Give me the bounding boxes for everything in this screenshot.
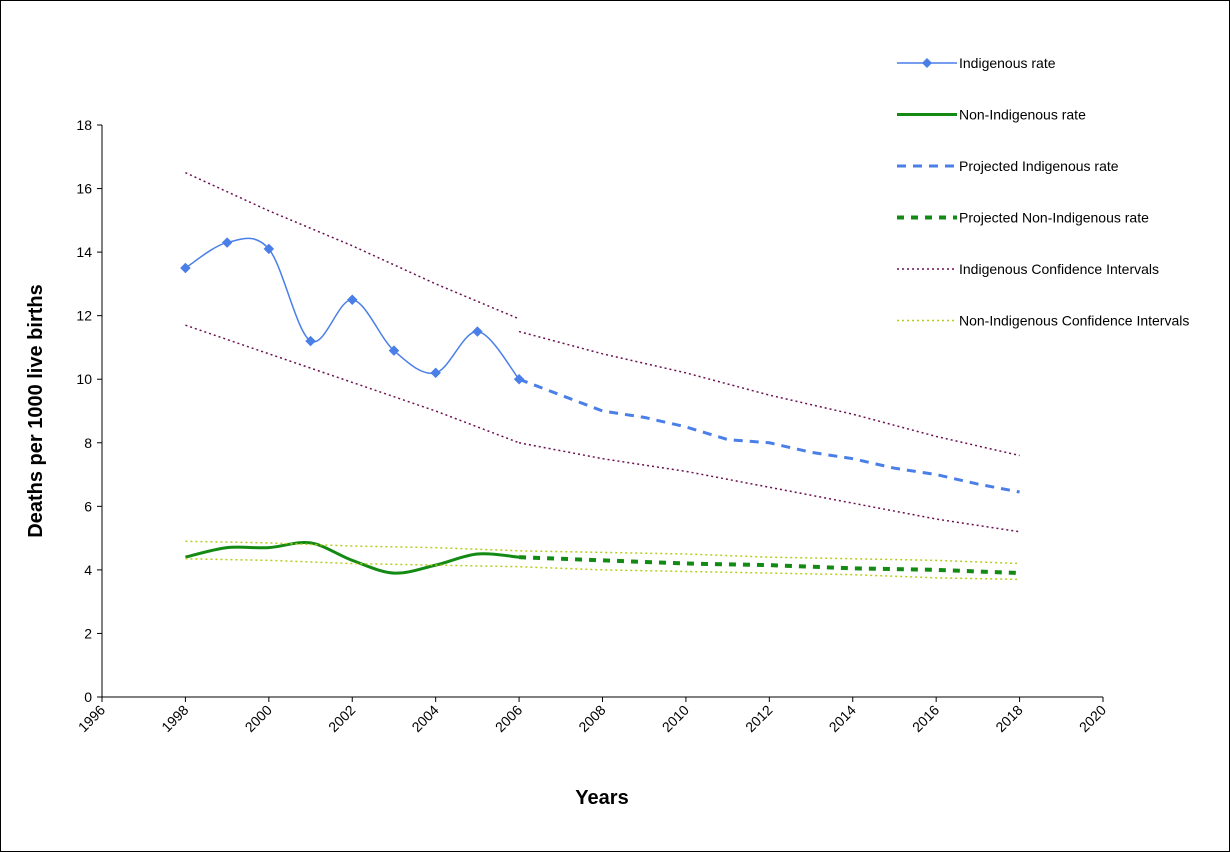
x-tick-label: 1996 <box>75 702 108 735</box>
y-tick-label: 18 <box>76 117 92 133</box>
series-1 <box>185 540 520 575</box>
series-line <box>518 442 1020 533</box>
series-6 <box>185 324 520 444</box>
x-tick-label: 2004 <box>408 702 441 735</box>
series-line <box>185 324 520 444</box>
y-tick-label: 2 <box>84 625 92 641</box>
series-5 <box>518 330 1020 457</box>
series-line <box>185 171 520 320</box>
y-tick-label: 0 <box>84 689 92 705</box>
series-line <box>518 377 1020 494</box>
y-tick-label: 12 <box>76 308 92 324</box>
data-point <box>388 345 400 356</box>
x-tick-label: 2006 <box>492 702 525 735</box>
y-tick-label: 4 <box>84 562 92 578</box>
series-7 <box>518 442 1020 533</box>
legend-label: Non-Indigenous Confidence Intervals <box>959 313 1189 329</box>
data-point <box>221 237 233 248</box>
legend-label: Projected Indigenous rate <box>959 158 1119 174</box>
series-line <box>185 540 520 575</box>
x-tick-label: 2014 <box>826 702 859 735</box>
series-4 <box>185 171 520 320</box>
legend-item: Projected Non-Indigenous rate <box>897 210 1149 226</box>
plot-series <box>180 171 1020 581</box>
y-tick-label: 8 <box>84 435 92 451</box>
series-line <box>518 330 1020 457</box>
legend-label: Indigenous Confidence Intervals <box>959 261 1159 277</box>
data-point <box>180 262 191 274</box>
legend-marker <box>922 58 932 68</box>
x-tick-label: 2016 <box>909 702 942 735</box>
y-tick-label: 16 <box>76 181 92 197</box>
legend-item: Indigenous rate <box>897 55 1056 71</box>
x-tick-label: 2020 <box>1076 702 1109 735</box>
x-tick-label: 2008 <box>575 702 608 735</box>
legend-label: Projected Non-Indigenous rate <box>959 210 1149 226</box>
series-9 <box>185 558 1020 581</box>
x-axis-title: Years <box>575 787 628 809</box>
data-point <box>346 294 358 306</box>
legend-item: Non-Indigenous Confidence Intervals <box>897 313 1189 329</box>
legend-item: Indigenous Confidence Intervals <box>897 261 1159 277</box>
x-tick-label: 2000 <box>242 702 275 735</box>
legend-label: Non-Indigenous rate <box>959 107 1086 123</box>
x-tick-label: 2010 <box>659 702 692 735</box>
x-tick-label: 1998 <box>158 702 191 735</box>
y-axis-title: Deaths per 1000 live births <box>25 284 47 537</box>
axes: 0 2 4 6 8 10 12 14 16 18 1996 1998 2000 2002 2004 2006 2… <box>75 117 1109 735</box>
x-tick-label: 2012 <box>742 702 775 735</box>
y-tick-label: 10 <box>76 371 92 387</box>
legend: Indigenous rate Non-Indigenous rate Projec… <box>897 55 1189 329</box>
series-line <box>185 237 520 380</box>
series-0 <box>180 237 525 385</box>
series-3 <box>519 555 1020 576</box>
legend-item: Non-Indigenous rate <box>897 107 1086 123</box>
series-8 <box>185 540 1020 565</box>
data-point <box>263 243 275 255</box>
data-point <box>305 335 316 347</box>
x-tick-label: 2002 <box>325 702 358 735</box>
data-point <box>472 326 483 337</box>
series-line <box>185 540 1020 565</box>
y-tick-label: 14 <box>76 244 92 260</box>
y-tick-label: 6 <box>84 498 92 514</box>
series-line <box>185 558 1020 581</box>
legend-label: Indigenous rate <box>959 55 1056 71</box>
data-point <box>430 367 442 379</box>
series-2 <box>518 377 1020 494</box>
series-line <box>519 555 1020 576</box>
legend-item: Projected Indigenous rate <box>897 158 1119 174</box>
x-tick-label: 2018 <box>992 702 1025 735</box>
